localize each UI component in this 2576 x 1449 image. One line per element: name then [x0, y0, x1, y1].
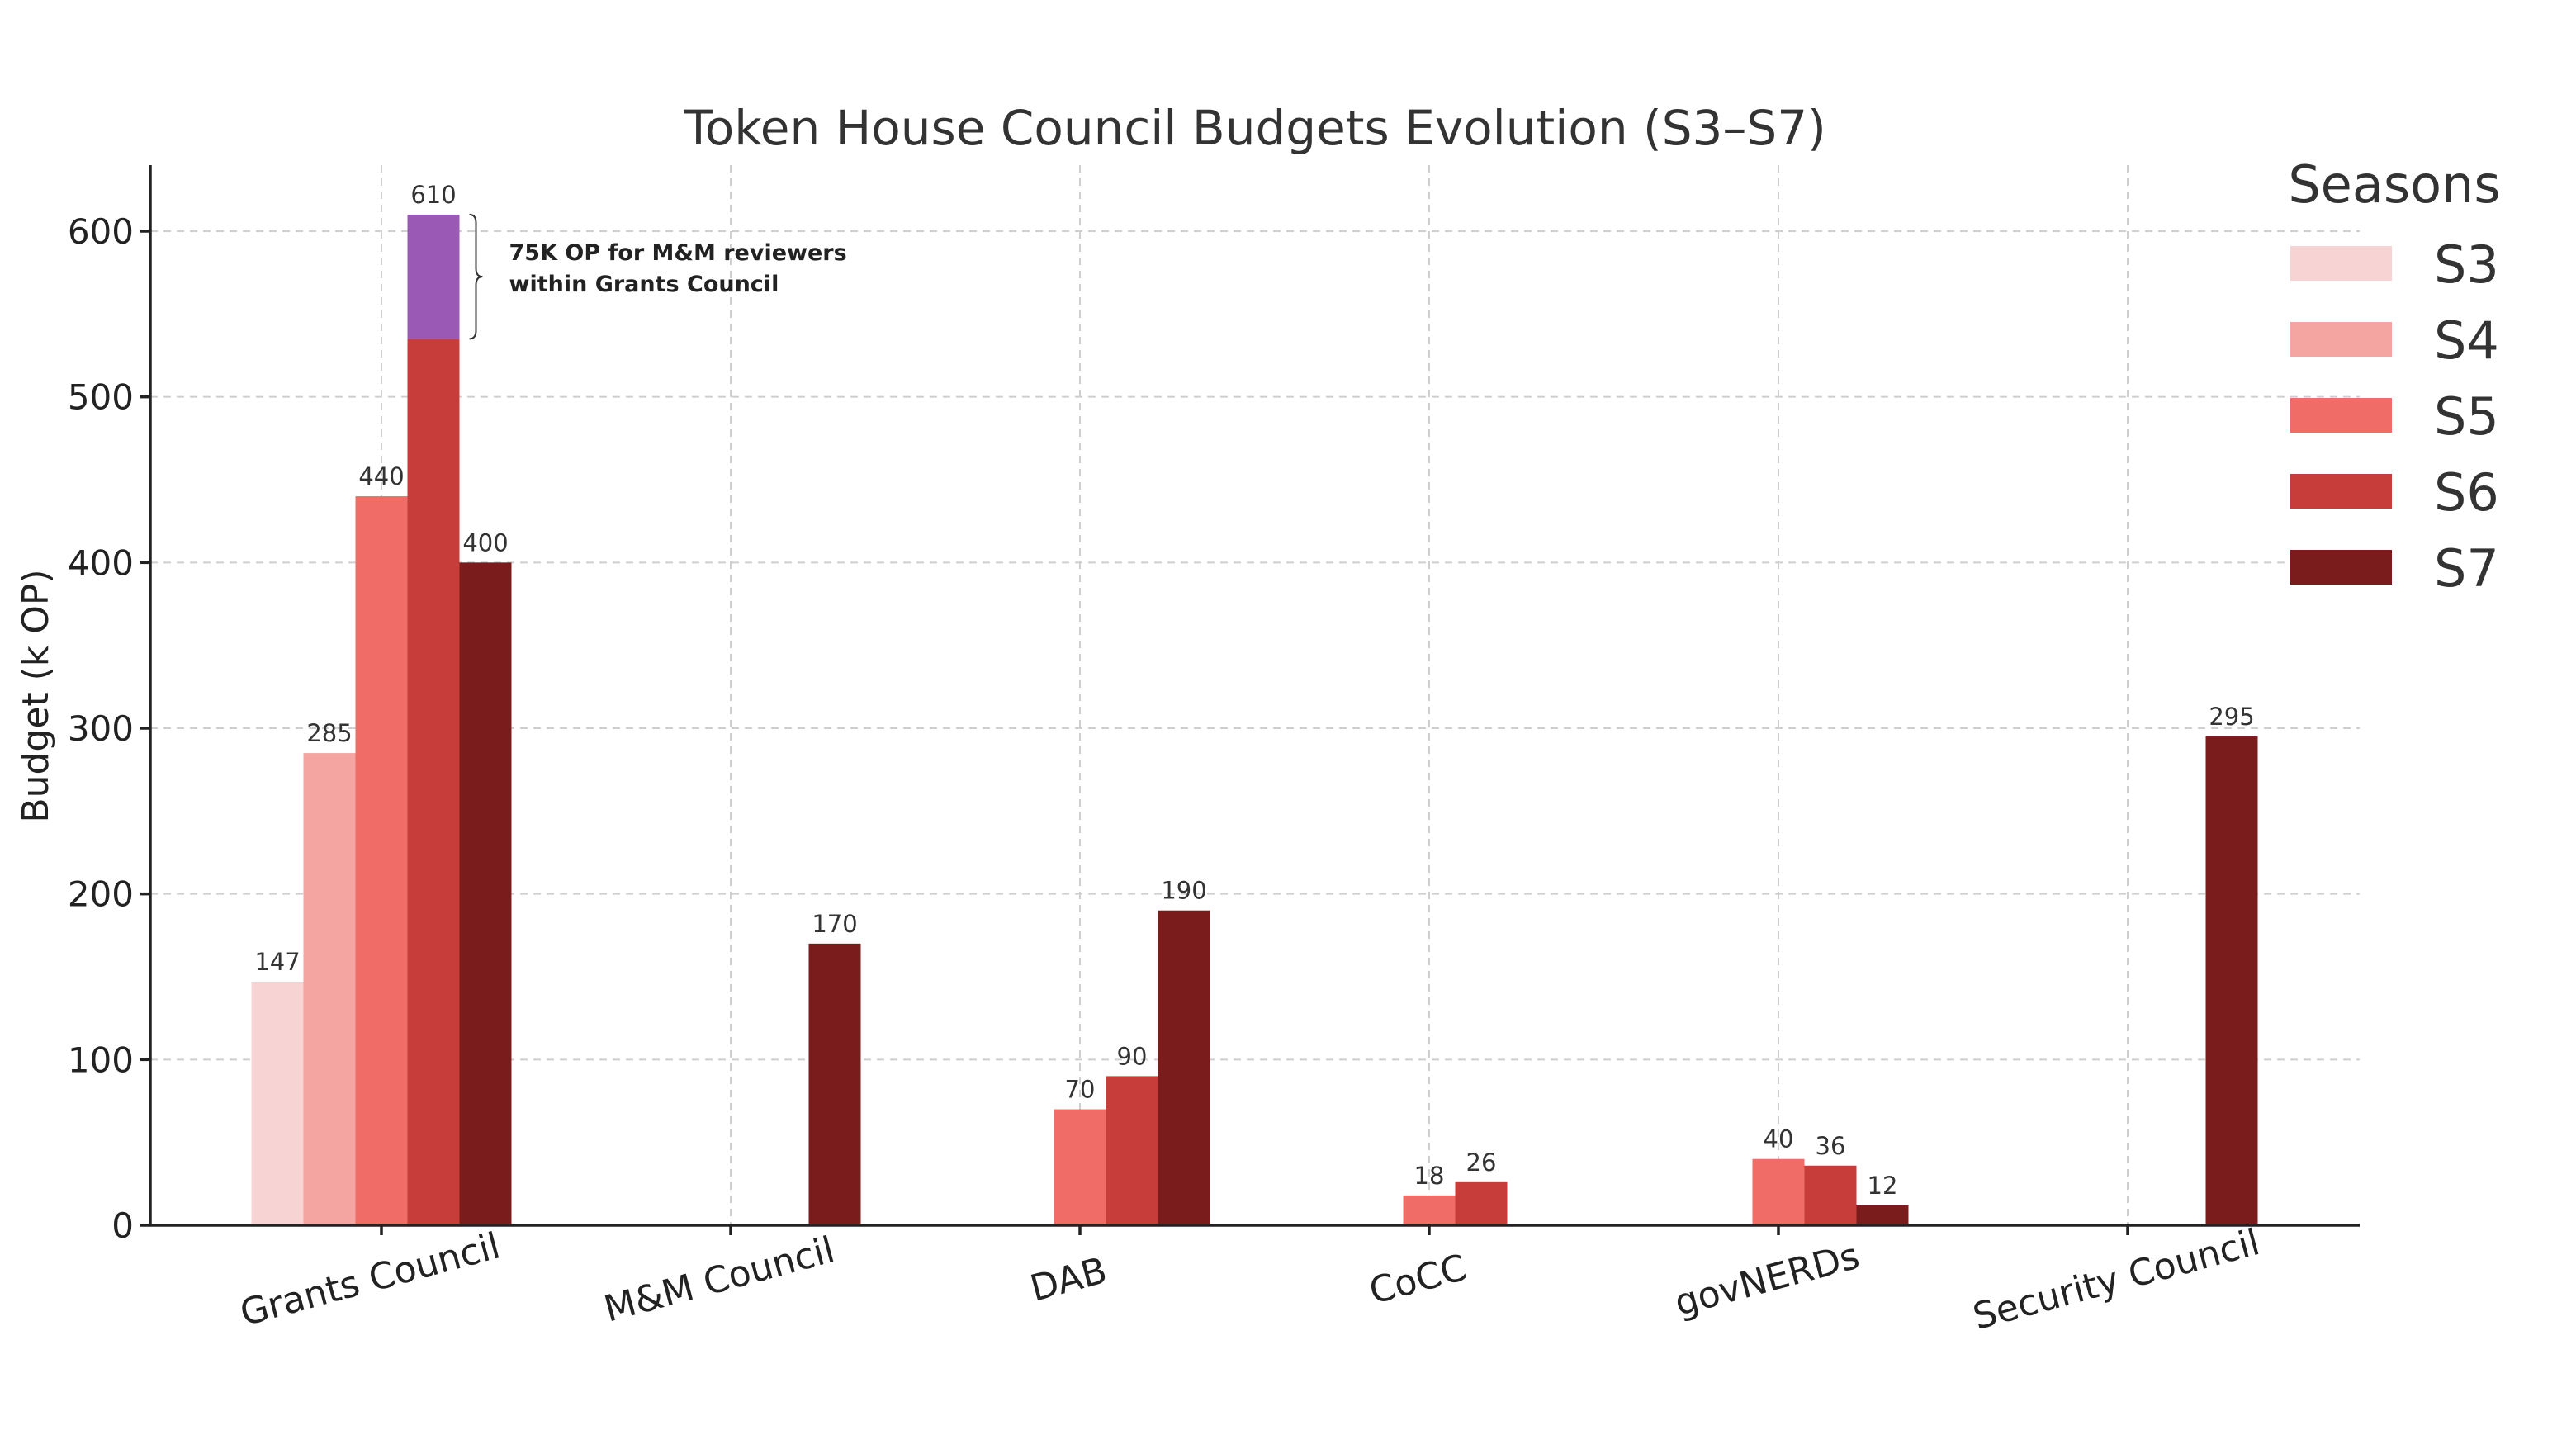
y-tick-label: 400 [68, 542, 134, 583]
bar-segment-grants-council-s6-stacked [407, 214, 460, 339]
chart-title: Token House Council Budgets Evolution (S… [683, 100, 1826, 156]
data-label-dab-s6: 90 [1117, 1042, 1148, 1070]
data-label-dab-s5: 70 [1065, 1076, 1096, 1104]
legend-label-s6: S6 [2434, 462, 2499, 523]
data-label-cocc-s6: 26 [1466, 1148, 1497, 1177]
bar-dab-s6 [1106, 1076, 1158, 1225]
bar-cocc-s6 [1455, 1181, 1508, 1225]
y-tick-label: 600 [68, 211, 134, 252]
data-label-security-council-s7: 295 [2209, 703, 2254, 731]
x-tick-label-security-council: Security Council [1968, 1221, 2264, 1338]
data-label-m-m-council-s7: 170 [812, 910, 857, 938]
bar-govnerds-s5 [1752, 1158, 1805, 1225]
y-axis-label: Budget (k OP) [15, 569, 57, 822]
data-label-grants-council-s6: 610 [410, 181, 456, 209]
legend-swatch-s3 [2290, 246, 2392, 281]
x-tick-label-m-m-council: M&M Council [599, 1229, 839, 1330]
y-tick-label: 500 [68, 377, 134, 418]
data-label-grants-council-s4: 285 [306, 719, 352, 747]
annotation-text-line: 75K OP for M&M reviewers [509, 240, 847, 266]
bar-dab-s7 [1158, 910, 1210, 1225]
data-label-govnerds-s6: 36 [1816, 1132, 1846, 1160]
data-label-dab-s7: 190 [1161, 877, 1206, 905]
annotation-brace [469, 213, 483, 340]
grid-lines [150, 165, 2360, 1225]
legend-swatch-s4 [2290, 322, 2392, 357]
data-label-grants-council-s5: 440 [358, 462, 404, 490]
y-tick-label: 100 [68, 1039, 134, 1080]
legend-swatch-s7 [2290, 550, 2392, 585]
legend-label-s7: S7 [2434, 538, 2499, 599]
bar-grants-council-s6 [407, 339, 460, 1225]
legend: Seasons S3 S4 S5 S6 S7 [2288, 154, 2500, 599]
y-tick-label: 200 [68, 874, 134, 915]
annotation-text-line: within Grants Council [509, 272, 779, 297]
data-label-grants-council-s7: 400 [462, 528, 508, 556]
bar-m-m-council-s7 [808, 943, 861, 1225]
bars [251, 214, 2258, 1225]
bar-grants-council-s4 [303, 753, 356, 1225]
x-tick-label-cocc: CoCC [1365, 1247, 1470, 1313]
data-label-govnerds-s7: 12 [1868, 1172, 1898, 1200]
bar-grants-council-s5 [355, 496, 408, 1225]
x-tick-label-grants-council: Grants Council [236, 1225, 504, 1335]
data-label-govnerds-s5: 40 [1764, 1125, 1794, 1153]
bar-govnerds-s7 [1856, 1205, 1909, 1225]
bar-grants-council-s7 [459, 562, 512, 1225]
bar-cocc-s5 [1403, 1195, 1456, 1225]
legend-swatch-s5 [2290, 398, 2392, 433]
annotation: 75K OP for M&M reviewers within Grants Co… [469, 213, 847, 340]
data-label-cocc-s5: 18 [1414, 1162, 1445, 1190]
x-tick-label-govnerds: govNERDs [1670, 1235, 1863, 1325]
data-label-grants-council-s3: 147 [254, 948, 300, 976]
bar-govnerds-s6 [1804, 1165, 1857, 1225]
legend-label-s3: S3 [2434, 234, 2499, 295]
legend-label-s4: S4 [2434, 310, 2499, 371]
bar-grants-council-s3 [251, 982, 304, 1225]
legend-swatch-s6 [2290, 474, 2392, 509]
y-tick-label: 300 [68, 708, 134, 749]
data-labels: 147 285 440 70 18 40 610 90 26 36 400 170 190 12 295 [254, 181, 2254, 1200]
legend-label-s5: S5 [2434, 386, 2499, 447]
legend-title: Seasons [2288, 154, 2500, 215]
bar-security-council-s7 [2205, 736, 2258, 1225]
y-tick-label: 0 [111, 1205, 134, 1246]
x-tick-label-dab: DAB [1026, 1249, 1111, 1309]
bar-dab-s5 [1054, 1109, 1106, 1225]
